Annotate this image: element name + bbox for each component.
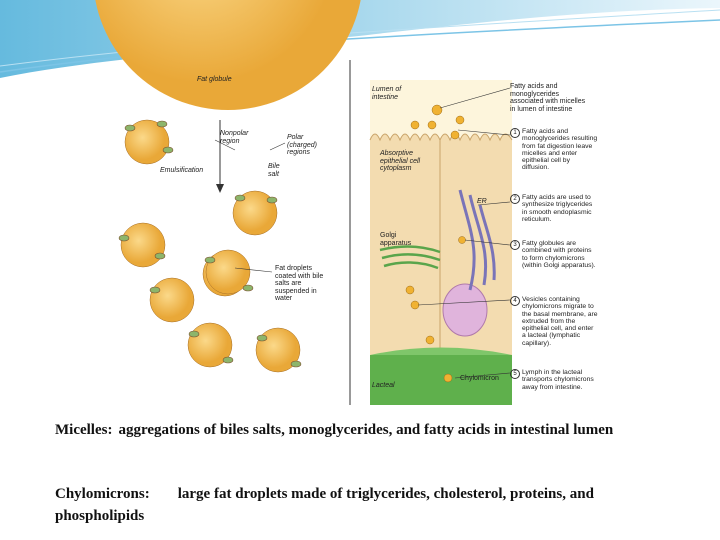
lacteal-label: Lacteal [372,382,395,389]
chylomicron-label: Chylomicron [460,375,499,382]
step-number: 1 [510,128,520,138]
cell-label: Absorptive epithelial cell cytoplasm [380,150,421,173]
step: 4 Vesicles containing chylomicrons migrat… [510,296,598,347]
step-number: 2 [510,194,520,204]
emulsification-label: Emulsification [160,167,204,174]
step-number: 4 [510,296,520,306]
step-text: Fatty globules are combined with protein… [522,240,596,269]
step: 2 Fatty acids are used to synthesize trig… [510,194,598,223]
golgi-label: Golgi apparatus [380,232,412,247]
step-text: Fatty acids are used to synthesize trigl… [522,194,593,223]
er-label: ER [477,198,487,205]
step: 1 Fatty acids and monoglycerides resultin… [510,128,598,172]
bile-salt-label: Bile salt [268,163,280,178]
step-text: Lymph in the lacteal transports chylomic… [522,369,594,391]
step: 5 Lymph in the lacteal transports chylomi… [510,369,598,391]
caption-text: aggregations of biles salts, monoglyceri… [118,422,614,438]
step-number: 5 [510,369,520,379]
caption: Chylomicrons: large fat droplets made of … [55,483,655,527]
step: 3 Fatty globules are combined with protei… [510,240,598,269]
nonpolar-label: Nonpolar region [220,130,249,145]
fat-globule-label: Fat globule [197,76,232,83]
step-text: Vesicles containing chylomicrons migrate… [522,296,598,347]
polar-label: Polar (charged) regions [287,134,317,157]
micelle-label: Fatty acids and monoglycerides associate… [510,83,586,113]
caption-term: Chylomicrons: [55,486,150,502]
lumen-label: Lumen of intestine [372,86,402,101]
droplets-label: Fat droplets coated with bile salts are … [275,265,324,303]
caption-term: Micelles: [55,422,113,438]
caption-text: large fat droplets made of triglycerides… [55,486,594,524]
step-number: 3 [510,240,520,250]
step-text: Fatty acids and monoglycerides resulting… [522,128,598,172]
caption: Micelles: aggregations of biles salts, mo… [55,419,655,441]
